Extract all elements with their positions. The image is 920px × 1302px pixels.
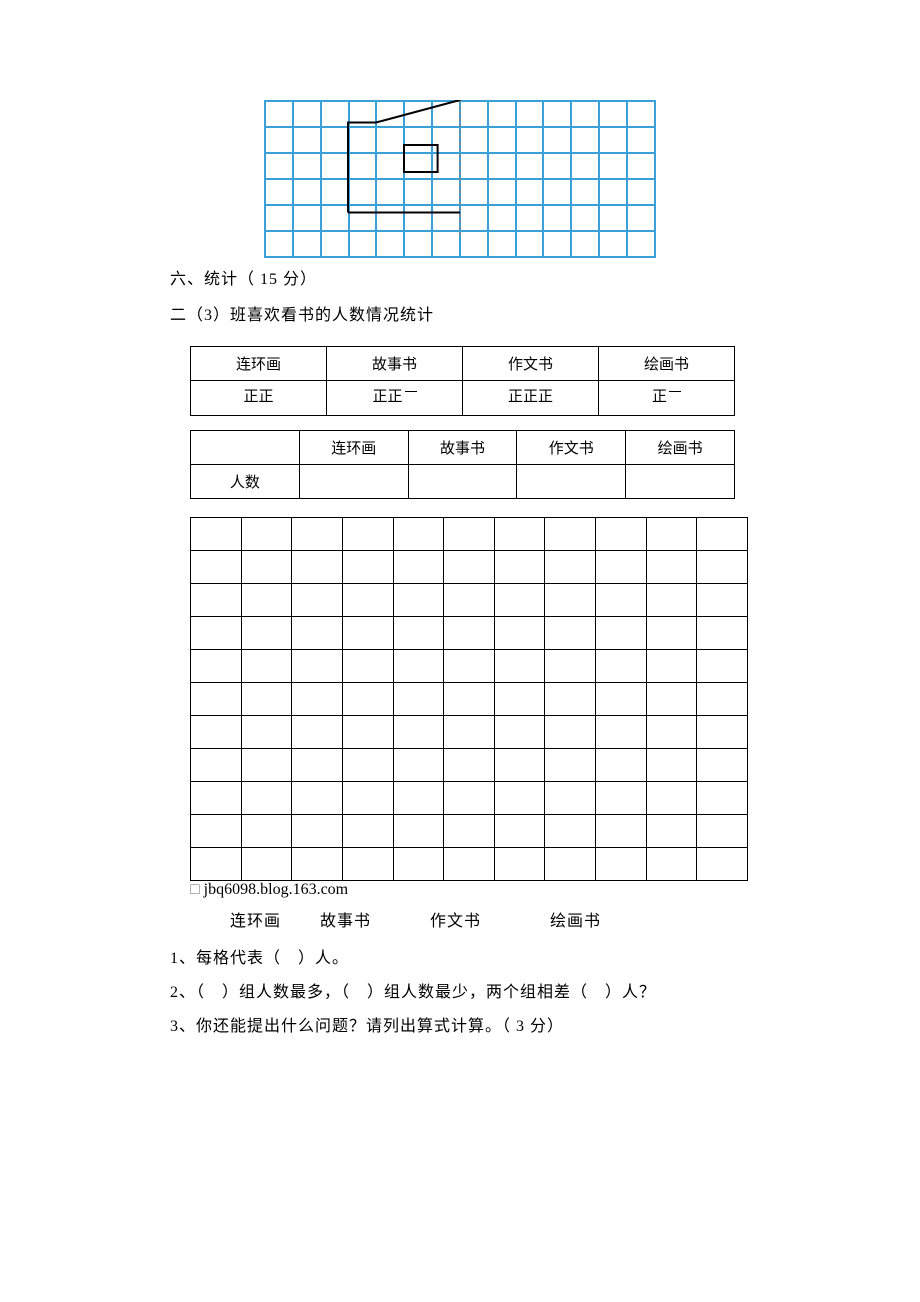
- question-3: 3、你还能提出什么问题？请列出算式计算。（ 3 分）: [170, 1011, 750, 1043]
- count-header-cell: 绘画书: [626, 430, 735, 464]
- tally-value-cell: 正正: [327, 380, 463, 415]
- count-header-row: 连环画 故事书 作文书 绘画书: [191, 430, 735, 464]
- tally-header-row: 连环画 故事书 作文书 绘画书: [191, 346, 735, 380]
- bar-chart-grid: [190, 517, 748, 881]
- count-value-cell[interactable]: [299, 464, 408, 498]
- axis-label: 故事书: [320, 907, 430, 931]
- section-subtitle: 二（3）班喜欢看书的人数情况统计: [170, 301, 750, 331]
- worksheet-page: 六、统计（ 15 分） 二（3）班喜欢看书的人数情况统计 连环画 故事书 作文书…: [0, 0, 920, 1105]
- count-blank-cell: [191, 430, 300, 464]
- count-header-cell: 故事书: [408, 430, 517, 464]
- count-value-cell[interactable]: [517, 464, 626, 498]
- grid-center-mark: □: [190, 881, 200, 898]
- count-header-cell: 连环画: [299, 430, 408, 464]
- axis-label: 绘画书: [550, 907, 601, 931]
- symmetry-figure-wrap: [170, 100, 750, 235]
- tally-value-cell: 正: [599, 380, 735, 415]
- axis-labels-row: 连环画 故事书 作文书 绘画书: [230, 907, 750, 931]
- count-table: 连环画 故事书 作文书 绘画书 人数: [190, 430, 735, 499]
- count-row-label: 人数: [191, 464, 300, 498]
- count-value-row: 人数: [191, 464, 735, 498]
- tally-table: 连环画 故事书 作文书 绘画书 正正正正正正正正: [190, 346, 735, 416]
- tally-header-cell: 绘画书: [599, 346, 735, 380]
- symmetry-grid-table: [264, 100, 656, 258]
- count-value-cell[interactable]: [408, 464, 517, 498]
- tally-value-cell: 正正: [191, 380, 327, 415]
- count-header-cell: 作文书: [517, 430, 626, 464]
- question-2: 2、（ ）组人数最多，（ ）组人数最少，两个组相差（ ）人？: [170, 977, 750, 1009]
- tally-header-cell: 连环画: [191, 346, 327, 380]
- bar-chart-grid-wrap: □ jbq6098.blog.163.com: [190, 517, 748, 899]
- symmetry-figure: [264, 100, 656, 235]
- section-title: 六、统计（ 15 分）: [170, 265, 750, 295]
- question-1: 1、每格代表（ ）人。: [170, 943, 750, 975]
- axis-label: 作文书: [430, 907, 550, 931]
- axis-label: 连环画: [230, 907, 320, 931]
- tally-value-cell: 正正正: [463, 380, 599, 415]
- tally-header-cell: 作文书: [463, 346, 599, 380]
- tally-header-cell: 故事书: [327, 346, 463, 380]
- watermark-text: jbq6098.blog.163.com: [204, 881, 348, 898]
- tally-value-row: 正正正正正正正正: [191, 380, 735, 415]
- count-value-cell[interactable]: [626, 464, 735, 498]
